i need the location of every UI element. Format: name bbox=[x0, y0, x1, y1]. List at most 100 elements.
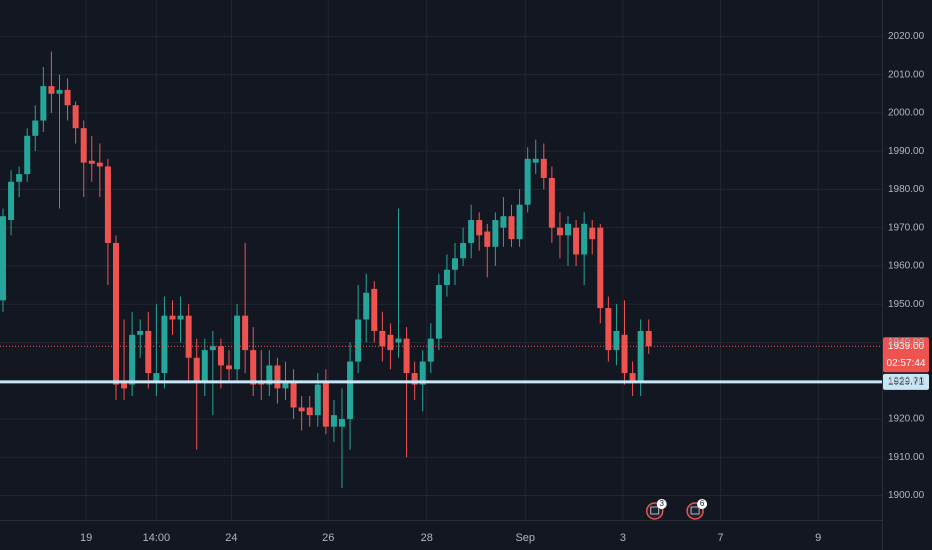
candle-body bbox=[112, 242, 119, 385]
candle-body bbox=[121, 380, 128, 389]
candle-body bbox=[484, 231, 491, 247]
candle-body bbox=[347, 361, 354, 419]
candle-body bbox=[532, 158, 539, 163]
candle-body bbox=[96, 162, 103, 167]
candle-body bbox=[435, 285, 442, 339]
candle-body bbox=[460, 242, 467, 259]
x-tick-label: 3 bbox=[620, 532, 626, 544]
horizontal-line-label-bg bbox=[883, 373, 929, 390]
candle-body bbox=[24, 135, 31, 175]
candle-body bbox=[274, 365, 281, 389]
candle-body bbox=[322, 380, 329, 427]
x-tick-label: 19 bbox=[80, 532, 92, 544]
candle-body bbox=[217, 346, 224, 366]
candle-body bbox=[104, 166, 111, 243]
candle-body bbox=[339, 418, 345, 427]
candle-body bbox=[468, 220, 475, 243]
candles bbox=[0, 51, 652, 488]
candle-body bbox=[266, 365, 273, 385]
candle-body bbox=[637, 330, 644, 381]
y-tick-label: 1990.00 bbox=[888, 146, 925, 157]
candle-body bbox=[443, 269, 450, 286]
candle-body bbox=[40, 86, 47, 121]
candle-body bbox=[589, 227, 596, 240]
y-tick-label: 1970.00 bbox=[888, 222, 925, 233]
x-tick-label: 7 bbox=[718, 532, 724, 544]
candle-body bbox=[330, 415, 337, 427]
candle-body bbox=[573, 227, 580, 255]
candle-body bbox=[8, 181, 15, 221]
y-tick-label: 1900.00 bbox=[888, 490, 925, 501]
candle-body bbox=[306, 407, 313, 416]
candle-body bbox=[548, 177, 555, 228]
candle-body bbox=[476, 220, 483, 236]
candle-body bbox=[540, 158, 547, 178]
overlay: 1929.71 1939.00 02:57:44 3 6 bbox=[0, 337, 929, 520]
candle-body bbox=[597, 227, 604, 309]
y-tick-label: 2000.00 bbox=[888, 108, 925, 119]
countdown-label: 02:57:44 bbox=[887, 358, 926, 369]
candle-body bbox=[242, 315, 249, 351]
candle-body bbox=[209, 346, 216, 351]
candle-body bbox=[193, 357, 200, 381]
candle-body bbox=[516, 204, 523, 240]
y-tick-label: 1950.00 bbox=[888, 299, 925, 310]
candle-body bbox=[169, 315, 176, 320]
candle-body bbox=[419, 361, 426, 385]
candle-body bbox=[621, 334, 628, 374]
candle-body bbox=[556, 227, 563, 236]
candle-body bbox=[403, 338, 410, 374]
candle-body bbox=[298, 407, 305, 412]
x-tick-label: Sep bbox=[515, 532, 535, 544]
horizontal-line-label: 1929.71 bbox=[888, 376, 925, 387]
x-tick-label: 14:00 bbox=[143, 532, 171, 544]
candle-body bbox=[605, 308, 612, 351]
event-icon-glyph bbox=[690, 506, 700, 515]
event-count: 3 bbox=[659, 499, 664, 508]
candle-body bbox=[492, 220, 499, 247]
candle-body bbox=[581, 223, 588, 255]
candle-body bbox=[80, 128, 87, 163]
candle-body bbox=[56, 89, 63, 94]
y-tick-label: 1910.00 bbox=[888, 452, 925, 463]
y-tick-label: 2010.00 bbox=[888, 69, 925, 80]
candle-body bbox=[290, 380, 297, 408]
y-tick-label: 1940.00 bbox=[888, 337, 925, 348]
candle-body bbox=[411, 373, 418, 385]
event-icon-glyph bbox=[650, 506, 660, 515]
candle-body bbox=[355, 319, 362, 362]
candle-body bbox=[16, 174, 23, 182]
candle-body bbox=[72, 105, 79, 129]
last-price-label: 1939.00 bbox=[888, 341, 925, 352]
x-tick-label: 9 bbox=[815, 532, 821, 544]
candle-body bbox=[613, 330, 620, 351]
candle-body bbox=[88, 160, 95, 164]
candle-body bbox=[201, 350, 208, 381]
candle-body bbox=[282, 380, 289, 389]
y-tick-label: 2020.00 bbox=[888, 31, 925, 42]
candle-body bbox=[427, 338, 434, 362]
candle-body bbox=[225, 365, 232, 370]
y-tick-label: 1980.00 bbox=[888, 184, 925, 195]
candle-body bbox=[379, 330, 386, 347]
candle-body bbox=[250, 350, 257, 385]
event-count: 6 bbox=[700, 499, 705, 508]
event-badge bbox=[697, 499, 708, 509]
candle-body bbox=[153, 373, 160, 381]
candle-body bbox=[185, 315, 192, 358]
event-badge bbox=[656, 499, 667, 509]
candle-body bbox=[565, 223, 572, 236]
candle-body bbox=[234, 315, 241, 370]
candle-body bbox=[48, 86, 55, 94]
candle-body bbox=[363, 292, 370, 320]
y-tick-label: 1930.00 bbox=[888, 375, 925, 386]
candle-body bbox=[387, 334, 394, 351]
candle-body bbox=[177, 315, 184, 320]
candle-body bbox=[32, 120, 39, 136]
candle-body bbox=[129, 334, 136, 385]
x-tick-label: 26 bbox=[322, 532, 334, 544]
x-tick-label: 24 bbox=[225, 532, 237, 544]
